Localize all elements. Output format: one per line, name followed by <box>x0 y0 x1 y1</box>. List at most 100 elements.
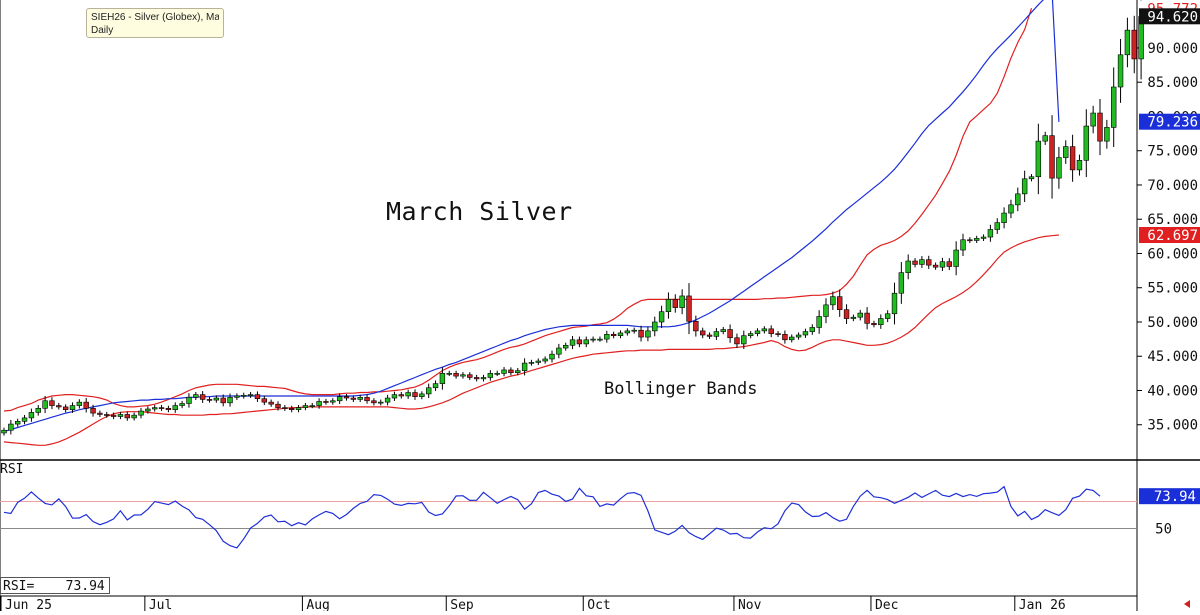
candle-body <box>268 401 274 405</box>
candle-body <box>398 394 404 397</box>
candle <box>1063 140 1069 164</box>
candle-body <box>994 222 1000 230</box>
candle-body <box>583 339 589 345</box>
candle-body <box>357 397 363 400</box>
candle <box>131 412 137 421</box>
candle <box>432 380 439 391</box>
candle <box>330 398 336 405</box>
candle <box>460 372 466 379</box>
price-tick-label: 55.000 <box>1147 281 1198 297</box>
candle-body <box>412 392 418 397</box>
candle-body <box>467 374 473 378</box>
candle <box>21 414 28 425</box>
candle-body <box>960 239 966 251</box>
candle <box>1049 115 1055 199</box>
candle <box>843 304 850 324</box>
candle-body <box>158 407 165 409</box>
candle-body <box>384 397 391 403</box>
chart-title-annotation: March Silver <box>386 197 573 226</box>
candle <box>1069 134 1076 182</box>
candle-body <box>693 320 699 332</box>
candle-body <box>871 323 877 326</box>
candle-body <box>857 312 863 318</box>
lower-band-price-badge-bg <box>1139 227 1200 244</box>
candle <box>282 405 288 411</box>
candle-body <box>884 313 891 319</box>
candle <box>953 241 959 276</box>
price-tick-label: 75.000 <box>1147 144 1198 160</box>
candle-body <box>631 329 637 332</box>
candle <box>83 397 89 413</box>
candle-body <box>1090 112 1096 127</box>
rsi-panel-label: RSI <box>0 462 24 477</box>
candle <box>1035 123 1042 195</box>
candle <box>384 394 391 406</box>
candle-body <box>117 414 124 417</box>
symbol-tooltip: SIEH26 - Silver (Globex), Mar 26, Daily <box>86 8 224 38</box>
scroll-right-icon <box>1184 600 1190 608</box>
candle-body <box>1076 160 1083 171</box>
candle <box>604 330 610 343</box>
candle <box>775 331 781 337</box>
candle <box>932 262 939 270</box>
candle-body <box>1131 29 1137 60</box>
candle-body <box>69 405 76 410</box>
candle <box>583 336 589 348</box>
candle <box>1104 119 1110 149</box>
candle-body <box>15 421 21 425</box>
candle <box>905 254 911 280</box>
candle-body <box>199 394 206 400</box>
candle-body <box>919 259 925 265</box>
candle-body <box>206 399 213 401</box>
candle <box>206 396 213 403</box>
candle-body <box>28 412 35 419</box>
candle <box>987 224 994 242</box>
candle <box>734 333 740 349</box>
candle-body <box>480 377 487 380</box>
candle <box>1042 131 1048 145</box>
candle-body <box>515 370 521 373</box>
candle-body <box>254 394 261 400</box>
middle-band-price-badge-bg <box>1139 113 1200 130</box>
bollinger-upper-band <box>3 8 1033 412</box>
candle <box>652 316 658 337</box>
candle-body <box>1001 212 1007 223</box>
time-tick-label: Jun 25 <box>5 598 52 611</box>
candle-body <box>83 401 89 409</box>
time-tick-label: Jan 26 <box>1019 598 1066 611</box>
candle <box>836 289 843 317</box>
candle-body <box>768 328 774 334</box>
candle <box>1056 146 1062 189</box>
candle-body <box>747 333 754 336</box>
candle-body <box>836 296 843 310</box>
candle-body <box>473 377 480 380</box>
rsi-readout: RSI= 73.94 <box>0 577 110 594</box>
price-tick-label: 50.000 <box>1147 315 1198 331</box>
candle <box>665 292 672 319</box>
candle-body <box>878 318 884 326</box>
candle-body <box>371 400 377 404</box>
candle-body <box>76 401 83 406</box>
candle <box>830 291 836 310</box>
candle-body <box>35 408 41 413</box>
price-tick-label: 60.000 <box>1147 246 1198 262</box>
candle <box>357 394 363 403</box>
candle-body <box>610 334 617 336</box>
candle <box>871 320 877 328</box>
candle-body <box>1021 178 1028 195</box>
candle-body <box>802 331 809 336</box>
candle <box>706 332 713 339</box>
candle-body <box>494 373 500 375</box>
candle-body <box>1111 86 1117 128</box>
candle <box>501 367 507 377</box>
candle <box>405 389 411 399</box>
candle-body <box>1083 125 1090 161</box>
candle <box>302 402 309 411</box>
candle <box>439 367 446 390</box>
candle-body <box>926 259 932 266</box>
candle-body <box>193 394 199 398</box>
candle-body <box>741 335 747 345</box>
candle <box>446 370 452 376</box>
candle <box>521 358 528 376</box>
